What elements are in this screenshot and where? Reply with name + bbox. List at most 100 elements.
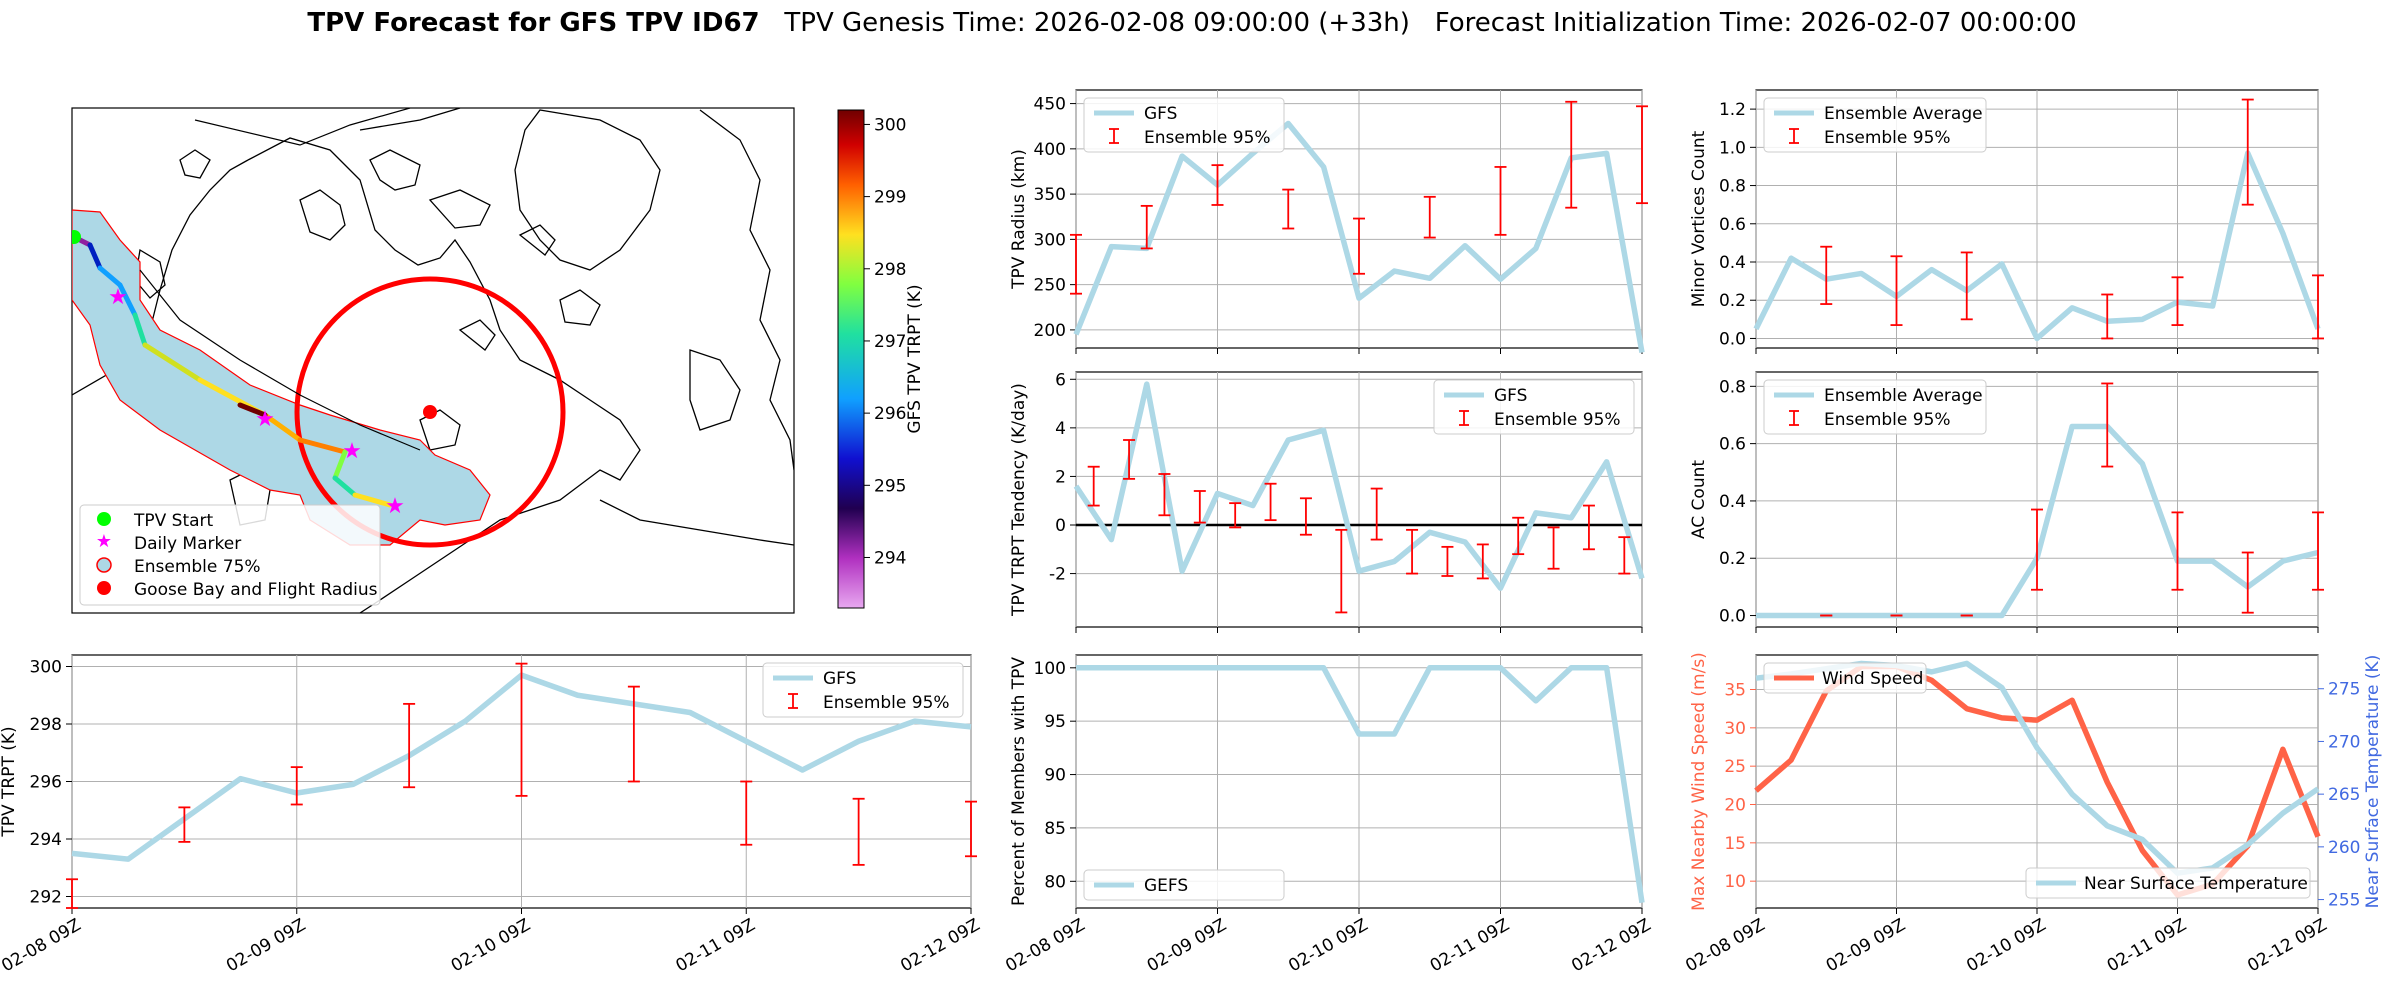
chart-legend: Ensemble Average Ensemble 95% [1763,379,1987,435]
errorbar [2171,276,2184,326]
errorbar [1820,245,1833,305]
y-tick-label: 1.0 [1719,138,1746,158]
errorbar [1158,473,1171,517]
errorbar [1211,164,1224,206]
colorbar-ticks: 300 299 298 297 296 295 294 [864,115,906,568]
map-panel: ★ ★ ★ ★ TPV Start ★ Daily Marker Ensembl… [71,107,925,614]
errorbar [1547,526,1560,570]
errorbar [1476,543,1489,580]
legend-wind-label: Wind Speed [1822,669,1923,689]
errorbar [1370,487,1383,541]
legend-label-primary: Ensemble Average [1824,386,1983,406]
errorbar [1087,465,1100,507]
y-tick-label: 0 [1055,516,1066,536]
colorbar-tick-label: 297 [874,332,906,352]
y-tick-label: 0.4 [1719,253,1746,273]
ensemble-75-envelope [72,209,491,546]
chart-legend: GFS Ensemble 95% [762,662,964,718]
y-tick-label: 90 [1044,766,1066,786]
chart-wind_temp: 10 15 20 25 30 35 Max Nearby Wind Speed (m/s) 0… [1682,652,2383,976]
chart-legend: Ensemble Average Ensemble 95% [1763,97,1987,153]
x-tick-label: 02-09 09Z [1823,915,1909,976]
legend-tpv-start: TPV Start [133,511,214,531]
x-tick-label: 02-11 09Z [1427,915,1513,976]
errorbar [403,702,416,789]
legend-wind: Wind Speed [1763,662,1927,694]
errorbar [1140,204,1153,250]
errorbar [2031,508,2043,591]
legend-label-primary: Ensemble Average [1824,104,1983,124]
flight-radius-circle [294,276,566,548]
x-tick-label: 02-12 09Z [2244,915,2330,976]
y2-tick-label: 275 [2328,680,2360,700]
errorbar [1299,497,1312,536]
x-tick-label: 02-11 09Z [2104,915,2190,976]
legend-label-primary: GEFS [1144,876,1188,896]
legend-temperature-label: Near Surface Temperature [2084,874,2308,894]
legend-daily-marker: Daily Marker [134,534,241,554]
y-tick-label: 294 [30,830,62,850]
y-tick-label: 35 [1724,681,1746,701]
legend-label-ensemble: Ensemble 95% [1824,128,1951,148]
y2-tick-label: 255 [2328,891,2360,911]
chart-legend: GEFS [1083,869,1285,901]
errorbar [1890,255,1903,326]
y2-tick-label: 265 [2328,785,2360,805]
y-tick-label: 0.0 [1719,607,1746,627]
errorbar [178,806,191,843]
errorbar [1441,545,1454,577]
colorbar-tick-label: 300 [874,115,906,135]
legend-label-ensemble: Ensemble 95% [1824,410,1951,430]
errorbar [2241,551,2254,614]
errorbar [1512,516,1525,556]
legend-box [2025,867,2311,899]
x-tick-label: 02-08 09Z [1682,915,1768,976]
y2-tick-label: 260 [2328,838,2360,858]
x-tick-label: 02-10 09Z [1285,915,1371,976]
y-tick-label: 30 [1724,719,1746,739]
colorbar-tick-label: 295 [874,476,906,496]
legend-label-primary: GFS [1494,386,1527,406]
y-tick-label: 250 [1034,276,1066,296]
y-tick-label: 0.6 [1719,435,1746,455]
figure-title: TPV Forecast for GFS TPV ID67 TPV Genesi… [0,8,2384,38]
colorbar-tick-label: 296 [874,404,906,424]
series-line [1076,665,1645,904]
gfs-track [72,234,393,508]
daily-marker-3: ★ [342,439,362,464]
y-axis-label: Percent of Members with TPV [1009,657,1029,906]
y-axis-label: TPV TRPT (K) [0,726,19,837]
errorbar [2101,382,2114,468]
y-axis-label: TPV TRPT Tendency (K/day) [1009,383,1029,617]
y-tick-label: 20 [1724,796,1746,816]
y-tick-label: 4 [1055,419,1066,439]
y-tick-label: 350 [1034,185,1066,205]
series-line [1753,150,2321,342]
chart-trpt: 292 294 296 298 300 TPV TRPT (K) 02-08 09Z 02-0… [0,654,984,976]
x-tick-label: 02-12 09Z [897,915,983,976]
x-tick-label: 02-11 09Z [672,915,758,976]
errorbar [1960,251,1973,321]
errorbar [1494,166,1507,236]
errorbar [1582,504,1595,551]
errorbar [1264,482,1277,522]
y2-tick-label: 270 [2328,732,2360,752]
chart-plot-area [1753,98,2324,342]
y-tick-label: 200 [1034,321,1066,341]
series-line [1073,120,1645,354]
map-boundary-line [194,108,411,146]
legend-label-ensemble: Ensemble 95% [1144,128,1271,148]
series-line [1073,381,1645,591]
errorbar [965,800,977,858]
y-tick-label: 6 [1055,370,1066,390]
y-tick-label: 25 [1724,757,1746,777]
colorbar-tick-label: 294 [874,548,906,568]
errorbar [1123,439,1136,480]
legend-box [1763,662,1927,694]
goose-bay-marker [423,405,437,419]
errorbar [1636,105,1648,205]
errorbar [1070,233,1082,295]
y-tick-label: -2 [1049,565,1066,585]
